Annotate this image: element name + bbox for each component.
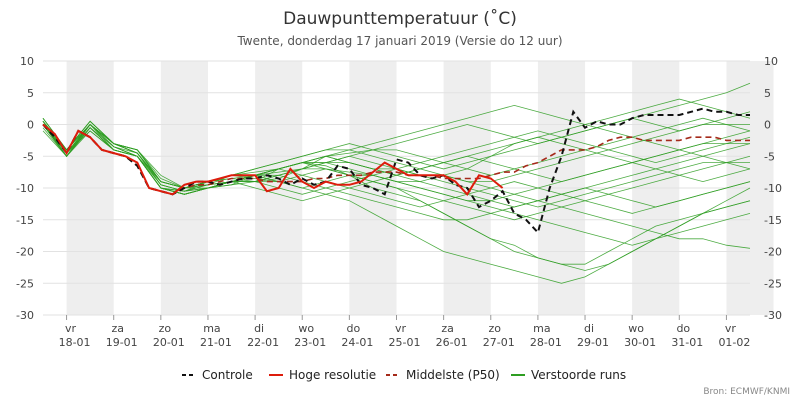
legend-item-hoge-resolutie[interactable]: Hoge resolutie [269,368,376,382]
x-tick-date: 31-01 [671,336,703,349]
credits: Bron: ECMWF/KNMI [703,387,790,397]
y-tick-label-left: 5 [27,87,34,100]
x-tick-dow: wo [298,322,314,335]
y-tick-label-right: -10 [764,182,782,195]
x-tick-dow: zo [159,322,172,335]
x-tick-date: 28-01 [530,336,562,349]
series-hoge-resolutie-line [42,123,504,196]
ensemble-member-line [42,123,751,246]
x-tick-dow: do [676,322,690,335]
y-axis-left: 10 5 0 -5 -10 -15 -20 -25 -30 [16,55,34,322]
legend-item-verstoorde-runs[interactable]: Verstoorde runs [511,368,626,382]
x-tick-dow: di [254,322,264,335]
y-tick-label-right: -5 [764,150,775,163]
x-tick-date: 01-02 [718,336,750,349]
x-tick-dow: ma [533,322,550,335]
y-tick-label-right: -20 [764,246,782,259]
x-tick-dow: vr [65,322,77,335]
y-tick-label-right: 10 [764,55,778,68]
legend-label-controle: Controle [202,368,253,382]
x-axis: vr18-01za19-01zo20-01ma21-01di22-01wo23-… [59,315,750,349]
legend-item-controle[interactable]: Controle [182,368,253,382]
x-tick-date: 27-01 [483,336,515,349]
x-tick-dow: do [347,322,361,335]
legend: Controle Hoge resolutie Middelste (P50) … [182,368,626,382]
x-tick-date: 21-01 [200,336,232,349]
x-tick-date: 24-01 [341,336,373,349]
y-tick-label-right: 5 [764,87,771,100]
main-series [42,107,750,235]
y-tick-label-left: -30 [16,309,34,322]
legend-label-middelste: Middelste (P50) [406,368,500,382]
x-tick-date: 22-01 [247,336,279,349]
x-tick-date: 29-01 [577,336,609,349]
legend-item-middelste[interactable]: Middelste (P50) [386,368,500,382]
ensemble-member-line [42,121,751,195]
x-tick-dow: ma [203,322,220,335]
y-tick-label-right: -25 [764,277,782,290]
legend-label-verstoorde-runs: Verstoorde runs [531,368,626,382]
y-tick-label-right: -15 [764,214,782,227]
x-tick-dow: wo [628,322,644,335]
y-axis-right: 10 5 0 -5 -10 -15 -20 -25 -30 [764,55,782,322]
x-tick-date: 19-01 [106,336,138,349]
x-tick-date: 26-01 [436,336,468,349]
x-tick-dow: za [441,322,454,335]
y-tick-label-left: -25 [16,277,34,290]
y-tick-label-left: -15 [16,214,34,227]
series-controle-line [42,107,750,235]
x-tick-dow: za [111,322,124,335]
y-tick-label-left: 10 [20,55,34,68]
y-tick-label-right: -30 [764,309,782,322]
y-tick-label-left: -20 [16,246,34,259]
x-tick-dow: vr [395,322,407,335]
y-tick-label-left: -5 [23,150,34,163]
chart-title: Dauwpunttemperatuur (˚C) [283,8,517,29]
x-tick-date: 20-01 [153,336,185,349]
x-tick-date: 25-01 [389,336,421,349]
x-tick-dow: zo [489,322,502,335]
series-verstoorde-runs [42,82,751,284]
legend-label-hoge-resolutie: Hoge resolutie [289,368,376,382]
x-tick-dow: vr [725,322,737,335]
ensemble-member-line [42,98,751,189]
x-tick-date: 23-01 [294,336,326,349]
chart-subtitle: Twente, donderdag 17 januari 2019 (Versi… [236,34,562,48]
y-tick-label-right: 0 [764,119,771,132]
y-tick-label-left: 0 [27,119,34,132]
x-tick-date: 18-01 [59,336,91,349]
y-tick-label-left: -10 [16,182,34,195]
x-tick-date: 30-01 [624,336,656,349]
x-tick-dow: di [584,322,594,335]
